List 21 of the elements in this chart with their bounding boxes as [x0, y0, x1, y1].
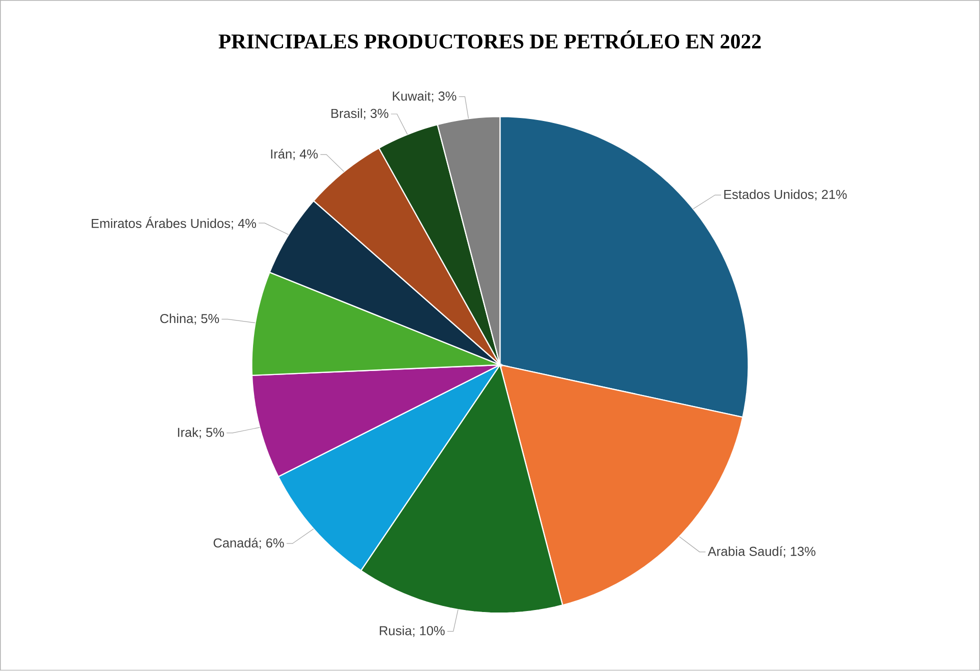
slice-label: Emiratos Árabes Unidos [92, 216, 230, 228]
slice-label: Kuwait [392, 91, 431, 101]
data-label: ; 5% [194, 314, 219, 325]
slice-label: Canadá [214, 538, 258, 548]
slice-label: Arabia Saudí [708, 546, 783, 556]
data-label: ; 13% [784, 546, 816, 558]
data-label: ; 3% [432, 92, 456, 102]
data-label: ; 6% [260, 538, 284, 550]
slice-label: Estados Unidos [724, 190, 814, 200]
slice-label: Irak [178, 428, 198, 438]
data-label: ; 21% [815, 190, 847, 201]
slice-label: Irán [271, 149, 292, 159]
data-label: ; 4% [232, 219, 256, 230]
data-label: ; 10% [413, 626, 445, 638]
data-label: ; 4% [293, 150, 318, 160]
data-label: ; 5% [200, 428, 224, 439]
slice-label: Brasil [331, 108, 362, 118]
chart-title: PRINCIPALES PRODUCTORES DE PETRÓLEO EN 2022 [218, 30, 761, 49]
slice-label: China [160, 314, 194, 324]
data-label: ; 3% [364, 109, 388, 120]
slice-label: Rusia [380, 626, 412, 636]
